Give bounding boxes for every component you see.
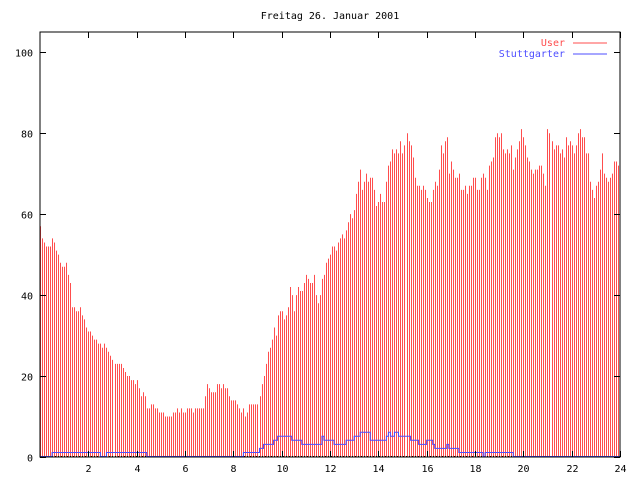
series-line-stuttgarter bbox=[40, 431, 620, 457]
legend-label-stuttgarter: Stuttgarter bbox=[499, 49, 565, 60]
x-tick-label: 16 bbox=[421, 464, 433, 475]
y-tick-label: 40 bbox=[21, 292, 33, 303]
x-tick-label: 24 bbox=[614, 464, 626, 475]
y-tick-label: 100 bbox=[15, 49, 33, 60]
x-tick-label: 18 bbox=[469, 464, 481, 475]
y-tick-label: 20 bbox=[21, 373, 33, 384]
legend-label-user: User bbox=[541, 38, 565, 49]
x-tick-label: 4 bbox=[134, 464, 140, 475]
x-tick-label: 12 bbox=[324, 464, 336, 475]
x-tick-label: 10 bbox=[276, 464, 288, 475]
chart-title: Freitag 26. Januar 2001 bbox=[261, 11, 399, 22]
x-tick-label: 22 bbox=[566, 464, 578, 475]
y-tick-label: 60 bbox=[21, 211, 33, 222]
user-impulses bbox=[40, 129, 619, 457]
legend: User Stuttgarter bbox=[499, 38, 607, 60]
x-tick-label: 8 bbox=[230, 464, 236, 475]
y-tick-label: 80 bbox=[21, 130, 33, 141]
x-tick-label: 20 bbox=[517, 464, 529, 475]
x-tick-label: 14 bbox=[372, 464, 384, 475]
x-tick-label: 2 bbox=[85, 464, 91, 475]
x-tick-label: 6 bbox=[182, 464, 188, 475]
y-tick-label: 0 bbox=[27, 454, 33, 465]
